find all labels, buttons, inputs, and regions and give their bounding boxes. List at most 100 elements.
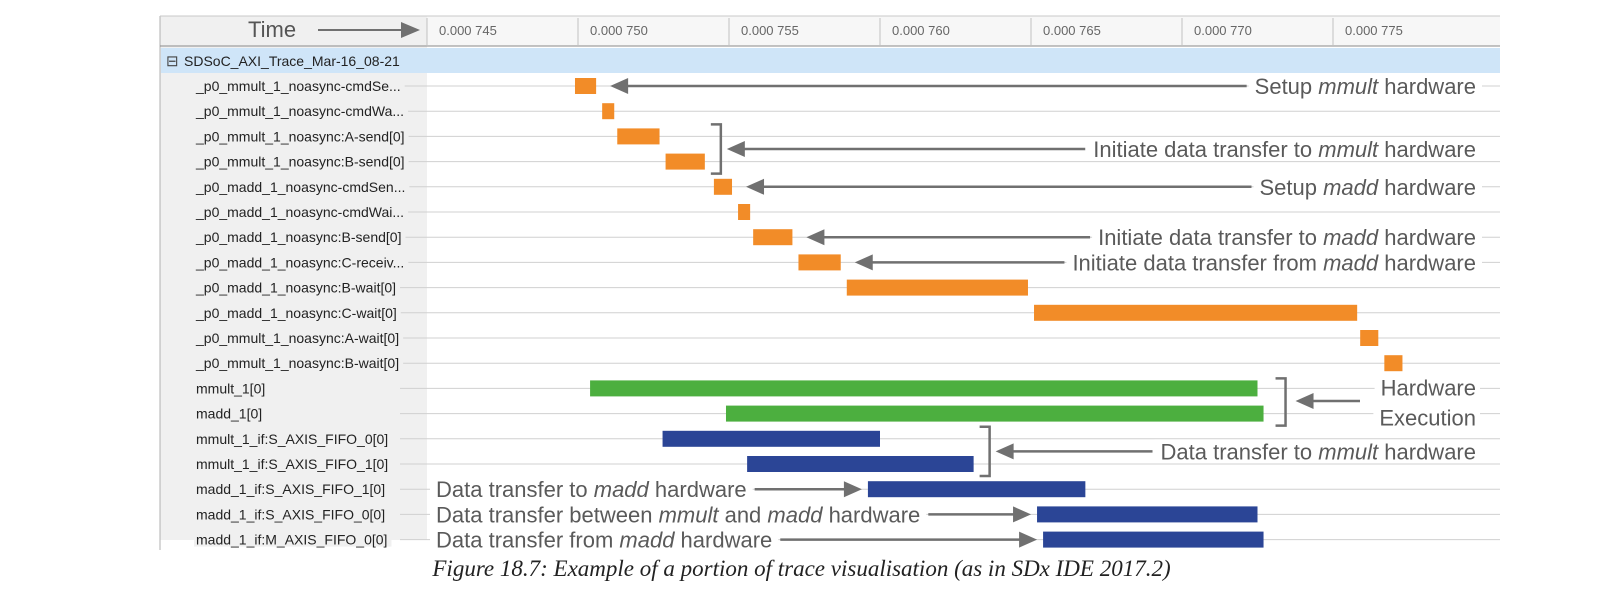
annotation-emphasis: mmult <box>659 502 720 527</box>
trace-bar-software[interactable] <box>617 128 660 145</box>
trace-bar-software[interactable] <box>713 178 733 195</box>
trace-row[interactable]: mmult_1_if:S_AXIS_FIFO_1[0] <box>194 456 1500 472</box>
annotation-label-mask <box>1248 74 1482 98</box>
trace-row[interactable]: mmult_1[0] <box>194 380 1500 397</box>
trace-bar-software[interactable] <box>738 204 751 220</box>
trace-row-label: madd_1[0] <box>196 406 262 422</box>
time-tick-label: 0.000 760 <box>892 23 950 38</box>
annotation-label: Data transfer to mmult hardware <box>1161 439 1476 464</box>
trace-row[interactable]: _p0_madd_1_noasync:C-wait[0] <box>194 304 1500 321</box>
row-label-mask <box>194 457 393 471</box>
trace-row-label: madd_1_if:S_AXIS_FIFO_0[0] <box>196 506 385 522</box>
trace-bar-dataflow[interactable] <box>1043 531 1264 548</box>
trace-row-label: _p0_madd_1_noasync:B-wait[0] <box>195 280 396 296</box>
annotation-label-mask <box>430 477 753 502</box>
trace-group-row[interactable]: ⊟ SDSoC_AXI_Trace_Mar-16_08-21 <box>161 48 1500 73</box>
trace-row[interactable]: madd_1[0] <box>194 405 1500 422</box>
annotation-label-mask <box>1374 377 1480 402</box>
trace-bar-software[interactable] <box>574 78 597 94</box>
annotation-arrow-head <box>806 229 825 246</box>
annotation-emphasis: madd <box>619 528 675 553</box>
trace-row-label: mmult_1_if:S_AXIS_FIFO_1[0] <box>196 456 388 472</box>
trace-bar-dataflow[interactable] <box>1037 506 1258 523</box>
trace-row[interactable]: _p0_mmult_1_noasync:B-send[0] <box>194 153 1500 170</box>
trace-bar-software[interactable] <box>846 279 1028 296</box>
annotation-label: Setup madd hardware <box>1260 175 1477 200</box>
trace-row[interactable]: madd_1_if:S_AXIS_FIFO_1[0] <box>194 481 1500 498</box>
annotation-arrow-head <box>854 254 873 271</box>
annotation-bracket <box>979 425 991 478</box>
annotation-text: hardware <box>1378 439 1476 464</box>
trace-bar-hardware[interactable] <box>590 380 1258 397</box>
trace-bar-software[interactable] <box>1360 330 1379 346</box>
row-label-mask <box>194 356 404 371</box>
trace-bar-hardware[interactable] <box>725 405 1264 422</box>
annotation-text: Data transfer between <box>436 502 659 527</box>
row-label-mask <box>194 255 409 270</box>
trace-bar-dataflow[interactable] <box>867 481 1086 498</box>
trace-bar-software[interactable] <box>753 229 793 246</box>
trace-row-label: _p0_madd_1_noasync-cmdWai... <box>195 204 404 220</box>
annotation-label-mask <box>1066 250 1482 275</box>
trace-row[interactable]: mmult_1_if:S_AXIS_FIFO_0[0] <box>194 430 1500 447</box>
trace-row[interactable]: _p0_mmult_1_noasync:A-wait[0] <box>194 330 1500 346</box>
annotation-text: hardware <box>674 528 772 553</box>
annotation-text: Initiate data transfer to <box>1098 225 1323 250</box>
trace-row-label: _p0_mmult_1_noasync:B-send[0] <box>195 154 405 170</box>
annotation-bracket <box>1275 377 1287 427</box>
time-axis-label: Time <box>248 17 296 42</box>
trace-row[interactable]: _p0_mmult_1_noasync-cmdWa... <box>194 103 1500 120</box>
annotation-text: hardware <box>1378 137 1476 162</box>
time-tick-label: 0.000 765 <box>1043 23 1101 38</box>
collapse-expander-icon[interactable]: ⊟ <box>166 53 179 70</box>
annotation-text: Data transfer from <box>436 528 619 553</box>
trace-row-label: _p0_madd_1_noasync:B-send[0] <box>195 229 401 245</box>
time-tick-label: 0.000 755 <box>741 23 799 38</box>
trace-bar-dataflow[interactable] <box>662 430 880 447</box>
annotation-label: Initiate data transfer to madd hardware <box>1098 225 1476 250</box>
trace-group-label: SDSoC_AXI_Trace_Mar-16_08-21 <box>184 53 400 69</box>
annotation-text: hardware <box>649 477 747 502</box>
annotation-emphasis: madd <box>594 477 650 502</box>
annotation-emphasis: mmult <box>1318 74 1379 99</box>
annotation-arrow-head <box>995 443 1014 460</box>
trace-row[interactable]: _p0_madd_1_noasync-cmdWai... <box>194 204 1500 220</box>
time-tick-label: 0.000 745 <box>439 23 497 38</box>
trace-row-label: _p0_mmult_1_noasync-cmdWa... <box>195 103 404 119</box>
trace-row[interactable]: _p0_mmult_1_noasync:A-send[0] <box>194 128 1500 145</box>
row-label-mask <box>194 79 405 93</box>
trace-bar-software[interactable] <box>1384 355 1403 372</box>
trace-bar-software[interactable] <box>602 103 615 120</box>
trace-row[interactable]: _p0_madd_1_noasync:B-wait[0] <box>194 279 1500 296</box>
figure-caption: Figure 18.7: Example of a portion of tra… <box>432 556 1171 581</box>
annotation-arrow-head <box>746 178 765 195</box>
time-tick-label: 0.000 775 <box>1345 23 1403 38</box>
annotation-text: Setup <box>1255 74 1319 99</box>
trace-bar-software[interactable] <box>665 153 705 170</box>
annotation-arrow-head <box>1295 393 1314 409</box>
trace-bar-software[interactable] <box>798 254 841 271</box>
annotation-label-mask <box>1154 439 1482 464</box>
annotation-text: hardware <box>1378 225 1476 250</box>
row-label-mask <box>194 104 409 119</box>
annotation-emphasis: madd <box>1323 250 1379 275</box>
row-label-mask <box>194 205 409 219</box>
annotation-arrow-head <box>843 481 862 498</box>
row-label-mask <box>194 280 401 295</box>
annotation-arrow-head <box>1019 531 1038 548</box>
annotation-text: hardware <box>1378 74 1476 99</box>
trace-bar-dataflow[interactable] <box>747 456 974 472</box>
trace-row-label: _p0_madd_1_noasync:C-wait[0] <box>195 305 397 321</box>
trace-bar-software[interactable] <box>1034 304 1358 321</box>
annotation-label-mask <box>1087 137 1482 161</box>
trace-row-label: _p0_madd_1_noasync:C-receiv... <box>195 254 404 270</box>
trace-group-bg <box>161 48 1500 73</box>
annotation-label: Data transfer between mmult and madd har… <box>436 502 920 527</box>
annotation-arrow-head <box>1013 506 1032 523</box>
row-label-mask <box>194 507 390 522</box>
trace-row-label: madd_1_if:S_AXIS_FIFO_1[0] <box>196 481 385 497</box>
row-label-mask <box>194 431 393 446</box>
trace-row[interactable]: _p0_mmult_1_noasync:B-wait[0] <box>194 355 1500 372</box>
trace-row-label: _p0_mmult_1_noasync:A-wait[0] <box>195 330 399 346</box>
row-label-mask <box>194 532 392 547</box>
